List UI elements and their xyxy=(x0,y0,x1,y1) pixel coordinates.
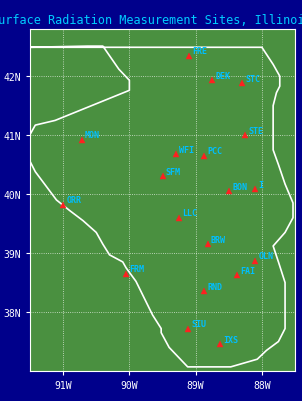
Text: LLC: LLC xyxy=(182,209,198,218)
Text: FRM: FRM xyxy=(129,265,144,273)
Text: PCC: PCC xyxy=(207,147,223,156)
Text: FAI: FAI xyxy=(240,266,255,275)
Text: STE: STE xyxy=(249,126,264,136)
Text: OLN: OLN xyxy=(259,252,274,261)
Text: SFM: SFM xyxy=(166,168,181,176)
Text: FRE: FRE xyxy=(192,47,207,56)
Text: RND: RND xyxy=(207,282,223,291)
Text: WFI: WFI xyxy=(179,145,194,154)
Text: Surface Radiation Measurement Sites, Illinois: Surface Radiation Measurement Sites, Ill… xyxy=(0,14,302,27)
Text: I: I xyxy=(259,180,264,190)
Text: DEK: DEK xyxy=(216,72,230,81)
Text: ORR: ORR xyxy=(66,196,82,205)
Text: BRW: BRW xyxy=(211,235,226,244)
Text: STC: STC xyxy=(245,75,260,84)
Text: SIU: SIU xyxy=(191,319,206,328)
Text: IXS: IXS xyxy=(223,335,239,344)
Text: BON: BON xyxy=(232,182,247,191)
Text: MON: MON xyxy=(85,131,100,140)
